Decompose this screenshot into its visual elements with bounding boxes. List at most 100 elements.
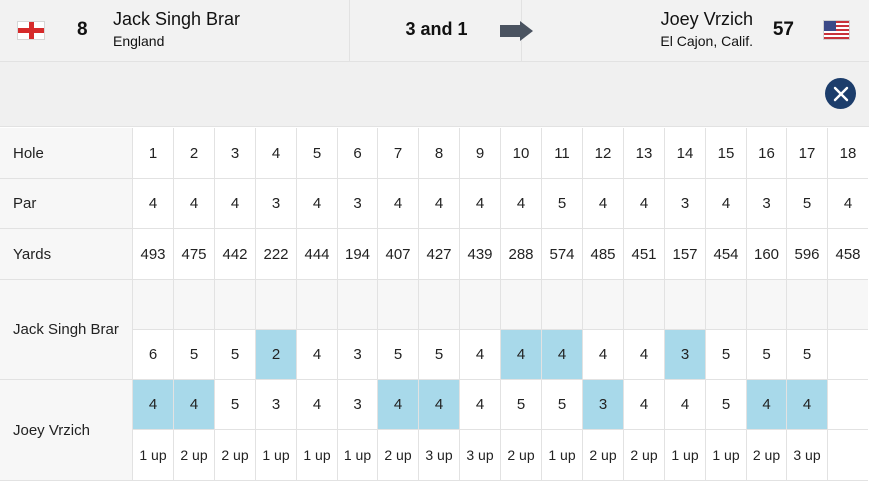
match-status: 2 up <box>500 430 541 481</box>
yards-value: 451 <box>623 229 664 280</box>
yards-value: 485 <box>582 229 623 280</box>
player2-panel: Joey Vrzich El Cajon, Calif. 57 <box>522 0 869 62</box>
close-icon <box>833 86 848 101</box>
match-status: 1 up <box>541 430 582 481</box>
player2-score: 4 <box>459 380 500 430</box>
hole-number: 3 <box>214 128 255 179</box>
hole-number: 16 <box>746 128 786 179</box>
hole-row-label: Hole <box>0 128 132 179</box>
hole-number: 9 <box>459 128 500 179</box>
player2-score: 4 <box>746 380 786 430</box>
player1-score: 3 <box>664 330 705 380</box>
player1-spacer <box>705 280 746 330</box>
player1-seed: 8 <box>77 19 88 40</box>
par-value: 4 <box>459 179 500 229</box>
yards-value: 288 <box>500 229 541 280</box>
player1-score: 2 <box>255 330 296 380</box>
player1-spacer <box>173 280 214 330</box>
player1-spacer <box>377 280 418 330</box>
par-value: 4 <box>214 179 255 229</box>
match-status: 2 up <box>746 430 786 481</box>
player1-score: 4 <box>500 330 541 380</box>
hole-number: 8 <box>418 128 459 179</box>
match-status: 1 up <box>337 430 377 481</box>
yards-row-label: Yards <box>0 229 132 280</box>
player2-score: 4 <box>132 380 173 430</box>
hole-number: 4 <box>255 128 296 179</box>
player1-score: 4 <box>582 330 623 380</box>
hole-number: 18 <box>827 128 868 179</box>
match-result: 3 and 1 <box>405 19 468 39</box>
hole-number: 5 <box>296 128 337 179</box>
player1-score: 5 <box>746 330 786 380</box>
yards-value: 454 <box>705 229 746 280</box>
hole-number: 1 <box>132 128 173 179</box>
player1-spacer <box>500 280 541 330</box>
par-value: 4 <box>418 179 459 229</box>
player2-name: Joey Vrzich <box>660 9 753 29</box>
par-value: 5 <box>786 179 827 229</box>
yards-value: 194 <box>337 229 377 280</box>
player1-spacer <box>418 280 459 330</box>
yards-value: 596 <box>786 229 827 280</box>
yards-value: 442 <box>214 229 255 280</box>
player2-score: 5 <box>500 380 541 430</box>
hole-number: 11 <box>541 128 582 179</box>
player2-score: 3 <box>582 380 623 430</box>
yards-value: 439 <box>459 229 500 280</box>
england-flag-icon <box>17 21 45 40</box>
player1-score: 4 <box>541 330 582 380</box>
usa-flag-icon <box>823 20 850 40</box>
yards-value: 157 <box>664 229 705 280</box>
yards-value: 493 <box>132 229 173 280</box>
player2-score: 4 <box>786 380 827 430</box>
player2-row-label: Joey Vrzich <box>0 380 132 481</box>
match-status: 1 up <box>664 430 705 481</box>
match-status: 3 up <box>459 430 500 481</box>
player1-score <box>827 330 868 380</box>
match-status: 1 up <box>132 430 173 481</box>
player1-score: 5 <box>377 330 418 380</box>
player1-location: England <box>113 33 165 49</box>
match-status: 2 up <box>173 430 214 481</box>
player1-spacer <box>132 280 173 330</box>
hole-number: 12 <box>582 128 623 179</box>
player1-spacer <box>746 280 786 330</box>
toolbar-band <box>0 62 869 127</box>
par-value: 4 <box>173 179 214 229</box>
player1-spacer <box>786 280 827 330</box>
par-value: 4 <box>582 179 623 229</box>
player1-panel: 8 Jack Singh Brar England <box>0 0 349 62</box>
hole-number: 14 <box>664 128 705 179</box>
player1-spacer <box>337 280 377 330</box>
par-value: 4 <box>827 179 868 229</box>
player1-score: 5 <box>214 330 255 380</box>
player2-score: 4 <box>418 380 459 430</box>
yards-value: 444 <box>296 229 337 280</box>
close-button[interactable] <box>825 78 856 109</box>
hole-number: 15 <box>705 128 746 179</box>
yards-value: 222 <box>255 229 296 280</box>
match-status <box>827 430 868 481</box>
player2-seed: 57 <box>772 19 794 40</box>
arrow-right-icon <box>500 21 533 41</box>
par-value: 4 <box>623 179 664 229</box>
player1-score: 3 <box>337 330 377 380</box>
player1-name: Jack Singh Brar <box>113 9 241 29</box>
player2-score: 3 <box>255 380 296 430</box>
player1-spacer <box>255 280 296 330</box>
player1-spacer <box>296 280 337 330</box>
match-status: 2 up <box>377 430 418 481</box>
match-result-panel: 3 and 1 <box>349 0 522 62</box>
match-status: 2 up <box>214 430 255 481</box>
player1-score: 6 <box>132 330 173 380</box>
player2-score: 5 <box>541 380 582 430</box>
player1-score: 5 <box>705 330 746 380</box>
player2-score: 4 <box>296 380 337 430</box>
hole-number: 6 <box>337 128 377 179</box>
hole-number: 17 <box>786 128 827 179</box>
yards-value: 407 <box>377 229 418 280</box>
yards-value: 574 <box>541 229 582 280</box>
player1-spacer <box>541 280 582 330</box>
player2-score: 4 <box>173 380 214 430</box>
